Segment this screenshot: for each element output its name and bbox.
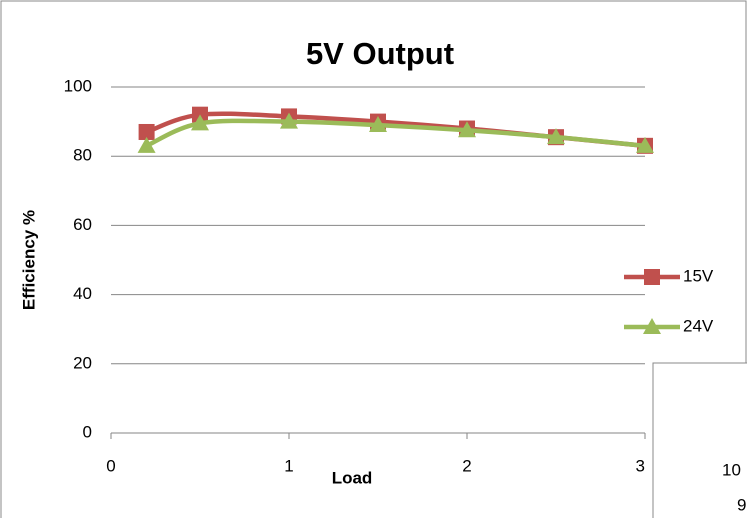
x-tick-label: 0: [106, 456, 115, 475]
marker: [137, 136, 156, 153]
marker: [458, 121, 476, 138]
fragment-frame: [652, 362, 747, 518]
marker: [138, 123, 155, 140]
y-tick-label: 60: [73, 215, 92, 234]
y-tick-label: 20: [73, 353, 92, 372]
legend-label: 24V: [683, 316, 714, 335]
x-tick-label: 1: [284, 456, 293, 475]
x-tick-label: 2: [462, 456, 471, 475]
x-axis-label: Load: [332, 468, 373, 487]
marker: [191, 114, 209, 131]
marker: [643, 318, 661, 334]
y-tick-label: 40: [73, 284, 92, 303]
marker: [369, 116, 387, 133]
y-axis-label: Efficiency %: [19, 210, 38, 310]
x-tick-label: 3: [636, 456, 645, 475]
y-tick-label: 100: [64, 76, 92, 95]
fragment-text: 10: [722, 460, 741, 479]
legend-label: 15V: [683, 266, 714, 285]
fragment-text: 9: [737, 495, 746, 514]
marker: [644, 269, 660, 285]
chart-title: 5V Output: [306, 36, 454, 71]
y-tick-label: 80: [73, 146, 92, 165]
marker: [547, 128, 565, 145]
marker: [636, 136, 654, 153]
marker: [280, 112, 298, 129]
y-tick-label: 0: [83, 422, 92, 441]
overlapping-chart-fragment: 10 9: [652, 362, 747, 518]
